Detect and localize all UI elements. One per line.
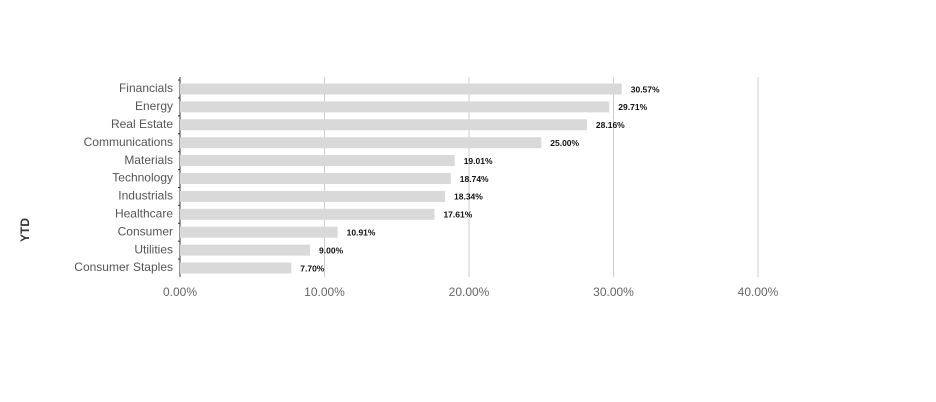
value-label: 17.61%: [443, 210, 472, 220]
value-label: 19.01%: [464, 156, 493, 166]
category-label: Technology: [112, 171, 173, 185]
category-label: Industrials: [118, 189, 173, 203]
bar: [180, 226, 338, 238]
bar: [180, 101, 610, 113]
x-tick-label: 10.00%: [304, 285, 345, 299]
value-label: 28.16%: [596, 120, 625, 130]
category-label: Healthcare: [115, 206, 173, 220]
value-label: 18.74%: [460, 174, 489, 184]
category-label: Real Estate: [111, 117, 173, 131]
bar: [180, 208, 435, 220]
bar: [180, 83, 622, 95]
category-label: Utilities: [134, 242, 173, 256]
x-tick-label: 40.00%: [738, 285, 779, 299]
bar: [180, 190, 446, 202]
category-label: Consumer Staples: [74, 260, 173, 274]
x-tick-label: 0.00%: [163, 285, 197, 299]
x-tick-label: 30.00%: [593, 285, 634, 299]
value-label: 7.70%: [300, 263, 325, 273]
category-label: Energy: [135, 99, 173, 113]
value-label: 30.57%: [631, 84, 660, 94]
value-label: 10.91%: [347, 227, 376, 237]
category-label: Financials: [119, 81, 173, 95]
category-label: Communications: [84, 135, 173, 149]
y-axis-label: YTD: [18, 218, 32, 242]
bar: [180, 155, 455, 167]
value-label: 9.00%: [319, 245, 344, 255]
category-label: Materials: [124, 153, 173, 167]
category-label: Consumer: [118, 224, 173, 238]
bar: [180, 262, 292, 274]
value-label: 29.71%: [618, 102, 647, 112]
value-label: 18.34%: [454, 192, 483, 202]
x-tick-label: 20.00%: [449, 285, 490, 299]
bar: [180, 119, 587, 131]
bar: [180, 173, 451, 184]
value-label: 25.00%: [550, 138, 579, 148]
bar: [180, 137, 542, 149]
bar: [180, 244, 311, 256]
